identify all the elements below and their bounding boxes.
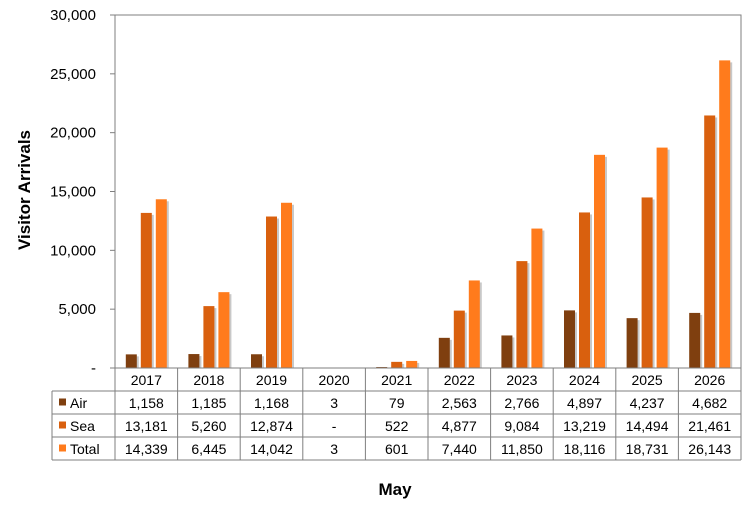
data-label-total: 601 [385,441,409,457]
bar-air-2019 [251,354,262,368]
x-category-label: 2022 [444,372,475,388]
data-label-total: 14,042 [250,441,293,457]
data-label-sea: 13,219 [563,418,606,434]
data-label-sea: 5,260 [191,418,226,434]
bar-sea-2022 [453,310,465,368]
x-axis-title: May [378,480,412,499]
bar-sea-2023 [516,261,528,368]
data-label-air: 4,682 [692,395,727,411]
legend-label-air: Air [70,395,87,411]
data-label-air: 1,158 [129,395,164,411]
legend-label-sea: Sea [70,418,95,434]
bar-sea-2018 [203,306,215,368]
y-tick-label: 15,000 [50,184,96,201]
data-label-total: 18,731 [626,441,669,457]
legend-key-air [59,398,66,406]
bar-marks [125,60,731,369]
data-label-air: 4,897 [567,395,602,411]
x-category-label: 2019 [256,372,287,388]
data-label-total: 26,143 [688,441,731,457]
x-category-label: 2025 [632,372,663,388]
bar-air-2017 [125,354,137,368]
data-label-total: 18,116 [564,441,606,457]
data-label-sea: 4,877 [442,418,477,434]
x-category-label: 2018 [193,372,224,388]
bar-total-2017 [155,199,167,368]
data-label-air: 79 [389,395,405,411]
y-axis-title: Visitor Arrivals [15,130,34,250]
y-tick-label: - [91,360,96,377]
data-label-total: 11,850 [501,441,543,457]
bar-total-2024 [594,154,605,368]
bar-air-2025 [626,318,638,368]
bar-total-2022 [468,280,480,368]
bar-sea-2021 [391,361,403,368]
bar-air-2023 [501,335,513,368]
data-label-total: 7,440 [442,441,477,457]
bar-air-2024 [564,310,575,368]
data-label-air: 2,766 [504,395,539,411]
data-label-sea: 9,084 [504,418,539,434]
bar-total-2018 [218,292,230,368]
bar-total-2023 [531,228,543,368]
data-label-sea: 21,461 [688,418,731,434]
y-tick-label: 10,000 [50,242,96,259]
data-label-sea: 14,494 [626,418,669,434]
legend-key-total [59,444,66,452]
x-category-label: 2020 [319,372,350,388]
bar-total-2019 [281,202,292,368]
data-label-sea: - [332,418,337,434]
data-label-air: 4,237 [630,395,665,411]
y-tick-label: 5,000 [58,301,96,318]
data-label-total: 14,339 [125,441,168,457]
data-label-air: 1,185 [191,395,226,411]
data-label-air: 3 [330,395,338,411]
x-category-label: 2024 [569,372,600,388]
x-category-label: 2023 [506,372,537,388]
data-label-total: 3 [330,441,338,457]
bar-sea-2024 [579,212,590,368]
data-label-sea: 13,181 [125,418,168,434]
bar-sea-2017 [140,212,152,368]
data-label-air: 2,563 [442,395,477,411]
data-label-air: 1,168 [254,395,289,411]
x-category-label: 2026 [694,372,725,388]
bar-air-2026 [689,312,701,368]
y-tick-label: 20,000 [50,125,96,142]
bar-sea-2025 [641,197,653,368]
x-category-label: 2017 [131,372,162,388]
data-table: 2017 2018 2019 2020 2021 2022 2023 2024 2025 2026… [51,368,742,461]
y-tick-label: 25,000 [50,66,96,83]
bar-air-2022 [438,337,450,368]
data-label-sea: 522 [385,418,409,434]
data-label-total: 6,445 [191,441,226,457]
bar-total-2025 [656,147,668,368]
bar-sea-2026 [704,115,716,369]
bar-sea-2019 [266,216,277,368]
y-axis-ticks: - 5,000 10,000 15,000 20,000 25,000 30,000 [50,7,115,377]
x-category-label: 2021 [381,372,412,388]
legend-key-sea [59,421,66,429]
legend-label-total: Total [70,441,100,457]
y-tick-label: 30,000 [50,7,96,24]
bar-total-2021 [406,360,418,368]
bar-total-2026 [719,60,731,368]
bar-air-2018 [188,354,200,368]
data-label-sea: 12,874 [250,418,293,434]
